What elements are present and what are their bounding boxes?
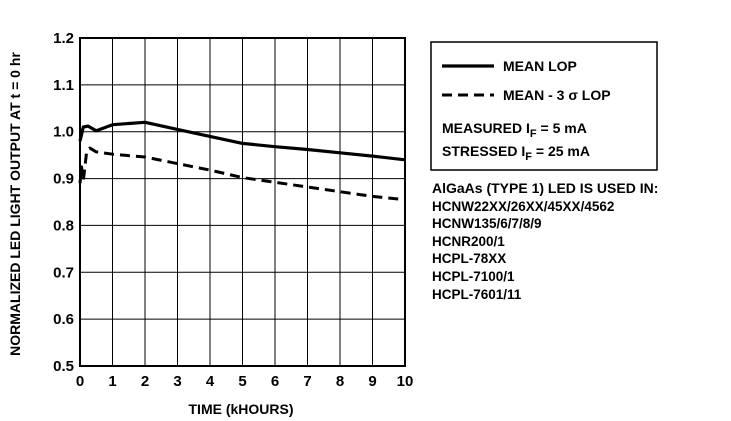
y-tick-labels: 0.5 0.6 0.7 0.8 0.9 1.0 1.1 1.2 (53, 30, 74, 375)
x-tick-label: 0 (76, 373, 84, 390)
part-number: HCPL-78XX (432, 251, 507, 267)
x-tick-label: 10 (397, 373, 414, 390)
legend-stressed-current: STRESSED IF = 25 mA (442, 143, 590, 163)
part-number: HCNW22XX/26XX/45XX/4562 (432, 198, 615, 214)
legend-measured-current: MEASURED IF = 5 mA (442, 120, 587, 140)
y-tick-label: 0.5 (53, 358, 74, 375)
part-number: HCPL-7601/11 (432, 286, 522, 302)
x-tick-label: 6 (271, 373, 279, 390)
series-line-mean-lop (78, 120, 406, 162)
x-tick-label: 8 (336, 373, 344, 390)
series-line-mean-minus-3-sigma (78, 146, 406, 202)
x-axis-title: TIME (kHOURS) (189, 401, 294, 417)
y-tick-label: 0.7 (53, 264, 74, 281)
grid (79, 37, 406, 367)
measured-subscript: F (530, 128, 537, 140)
measured-value: = 5 mA (537, 120, 587, 136)
x-tick-label: 3 (173, 373, 181, 390)
plot-frame (79, 37, 406, 367)
legend-sigma-label: MEAN - 3 σ LOP (503, 87, 611, 103)
legend-frame (430, 41, 658, 171)
legend-mean-label: MEAN LOP (503, 58, 577, 74)
y-tick-label: 1.0 (53, 124, 74, 141)
part-number: HCPL-7100/1 (432, 268, 515, 284)
measured-prefix: MEASURED I (442, 120, 530, 136)
x-tick-label: 2 (141, 373, 149, 390)
stressed-subscript: F (525, 151, 532, 163)
led-usage-heading: AlGaAs (TYPE 1) LED IS USED IN: (432, 180, 659, 196)
legend: MEAN LOP MEAN - 3 σ LOP MEASURED IF = 5 … (430, 41, 658, 171)
y-tick-label: 1.1 (53, 77, 74, 94)
y-tick-label: 0.6 (53, 311, 74, 328)
x-tick-label: 5 (238, 373, 246, 390)
y-tick-label: 0.9 (53, 171, 74, 188)
part-number: HCNW135/6/7/8/9 (432, 216, 542, 232)
y-tick-label: 1.2 (53, 30, 74, 47)
series-layer (78, 120, 406, 202)
x-tick-label: 9 (368, 373, 376, 390)
y-axis-title: NORMALIZED LED LIGHT OUTPUT AT t = 0 hr (7, 52, 23, 356)
stressed-value: = 25 mA (532, 143, 590, 159)
part-number: HCNR200/1 (432, 233, 505, 249)
y-tick-label: 0.8 (53, 217, 74, 234)
x-tick-label: 7 (303, 373, 311, 390)
x-tick-label: 1 (108, 373, 116, 390)
led-usage-note: AlGaAs (TYPE 1) LED IS USED IN: HCNW22XX… (432, 180, 658, 303)
stressed-prefix: STRESSED I (442, 143, 525, 159)
x-tick-label: 4 (206, 373, 215, 390)
x-tick-labels: 0 1 2 3 4 5 6 7 8 9 10 (76, 373, 414, 390)
